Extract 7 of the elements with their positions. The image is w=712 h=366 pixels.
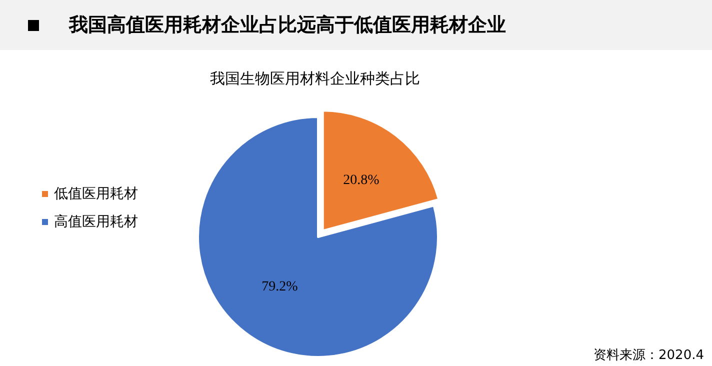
text: 资料来源：2020.4 bbox=[594, 348, 704, 363]
data-label: 20.8% bbox=[343, 173, 380, 188]
chart-title: 我国高值医用耗材企业占比远高于低值医用耗材企业 bbox=[69, 13, 506, 38]
legend-label: 高值医用耗材 bbox=[54, 214, 138, 230]
legend-label: 低值医用耗材 bbox=[54, 186, 138, 202]
chart-subtitle: 我国生物医用材料企业种类占比 bbox=[210, 70, 420, 88]
data-label: 79.2% bbox=[262, 280, 298, 295]
